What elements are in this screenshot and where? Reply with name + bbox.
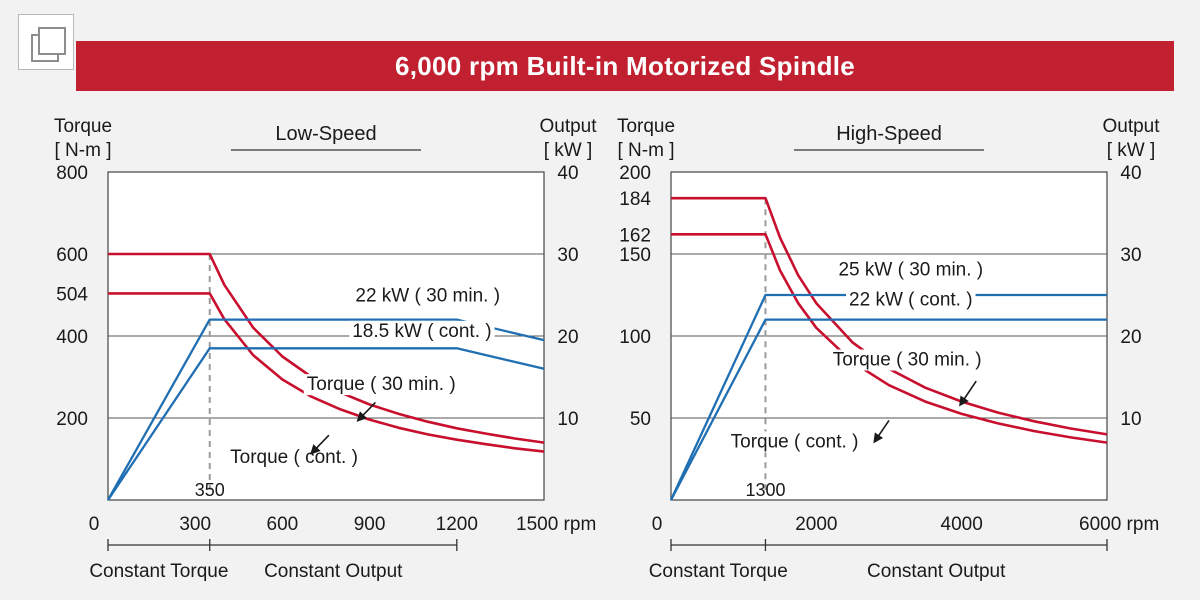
annotation-background bbox=[352, 285, 504, 307]
y-axis-left-unit: [ N-m ] bbox=[618, 140, 675, 161]
y-axis-left-title: Torque bbox=[54, 116, 112, 137]
panel-title: High-Speed bbox=[836, 123, 942, 145]
y-axis-left-unit: [ N-m ] bbox=[55, 140, 112, 161]
y-axis-right-title: Output bbox=[539, 116, 597, 137]
chart-title-banner: 6,000 rpm Built-in Motorized Spindle bbox=[76, 41, 1174, 91]
x-tick: 600 bbox=[267, 514, 299, 535]
y-tick-left: 162 bbox=[619, 225, 651, 246]
series-22-kw-30-min bbox=[106, 318, 545, 501]
y-axis-right-unit: [ kW ] bbox=[544, 140, 593, 161]
annotation-22-kw-cont: 22 kW ( cont. ) bbox=[849, 290, 973, 311]
annotation-torque-cont: Torque ( cont. ) bbox=[230, 447, 358, 468]
annotation-25-kw-30-min: 25 kW ( 30 min. ) bbox=[838, 259, 983, 280]
y-tick-left: 100 bbox=[619, 327, 651, 348]
region-label-constant-torque: Constant Torque bbox=[89, 561, 228, 582]
annotation-background bbox=[303, 374, 459, 396]
series-18-5-kw-cont bbox=[107, 347, 545, 501]
region-label-constant-output: Constant Output bbox=[867, 561, 1006, 582]
y-tick-right: 20 bbox=[557, 327, 578, 348]
annotation-background bbox=[727, 431, 862, 453]
annotation-background bbox=[835, 259, 987, 281]
x-tick: 900 bbox=[354, 514, 386, 535]
series-torque-30-min bbox=[108, 252, 545, 444]
series-25-kw-30-min bbox=[669, 293, 1107, 501]
pointer-arrow bbox=[873, 420, 890, 444]
series-22-kw-cont bbox=[669, 318, 1107, 501]
y-tick-left: 200 bbox=[619, 163, 651, 184]
y-tick-left: 800 bbox=[56, 163, 88, 184]
annotation-background bbox=[846, 289, 976, 311]
pointer-arrow bbox=[959, 380, 977, 407]
x-tick: 0 bbox=[89, 514, 100, 535]
annotation-background bbox=[227, 447, 361, 469]
y-tick-left: 150 bbox=[619, 245, 651, 266]
y-tick-right: 30 bbox=[557, 245, 578, 266]
x-tick: 6000 rpm bbox=[1079, 514, 1159, 535]
annotation-background bbox=[829, 349, 985, 371]
x-tick: 2000 bbox=[795, 514, 837, 535]
chart-title: 6,000 rpm Built-in Motorized Spindle bbox=[394, 50, 856, 81]
y-tick-right: 10 bbox=[1120, 409, 1141, 430]
copy-icon[interactable] bbox=[18, 14, 74, 70]
base-speed-label: 350 bbox=[195, 480, 225, 500]
low-speed-chart: 350 22 kW ( 30 min. ) 18.5 kW ( cont. ) Tor… bbox=[54, 116, 597, 582]
annotation-torque-cont: Torque ( cont. ) bbox=[731, 432, 859, 453]
x-tick: 300 bbox=[179, 514, 211, 535]
x-tick: 1200 bbox=[436, 514, 478, 535]
region-label-constant-output: Constant Output bbox=[264, 561, 403, 582]
y-tick-left: 600 bbox=[56, 245, 88, 266]
y-tick-right: 40 bbox=[1120, 163, 1141, 184]
y-tick-right: 20 bbox=[1120, 327, 1141, 348]
annotation-18-5-kw-cont: 18.5 kW ( cont. ) bbox=[352, 321, 491, 342]
base-speed-label: 1300 bbox=[745, 480, 785, 500]
y-tick-left: 200 bbox=[56, 409, 88, 430]
y-axis-right-title: Output bbox=[1102, 116, 1160, 137]
y-tick-left: 504 bbox=[56, 284, 88, 305]
annotation-torque-30-min: Torque ( 30 min. ) bbox=[833, 350, 982, 371]
x-tick: 0 bbox=[652, 514, 663, 535]
y-tick-right: 40 bbox=[557, 163, 578, 184]
x-tick: 4000 bbox=[941, 514, 983, 535]
panel-title: Low-Speed bbox=[275, 123, 376, 145]
pointer-arrow bbox=[310, 434, 330, 455]
region-label-constant-torque: Constant Torque bbox=[649, 561, 788, 582]
annotation-22-kw-30-min: 22 kW ( 30 min. ) bbox=[355, 286, 500, 307]
high-speed-chart: 1300 25 kW ( 30 min. ) 22 kW ( cont. ) Torq… bbox=[617, 116, 1160, 582]
series-torque-cont bbox=[671, 233, 1108, 444]
y-tick-left: 400 bbox=[56, 327, 88, 348]
x-tick: 1500 rpm bbox=[516, 514, 596, 535]
annotation-torque-30-min: Torque ( 30 min. ) bbox=[307, 374, 456, 395]
series-torque-cont bbox=[108, 292, 545, 453]
y-axis-right-unit: [ kW ] bbox=[1107, 140, 1156, 161]
annotation-background bbox=[349, 320, 495, 342]
pointer-arrow bbox=[356, 401, 376, 422]
y-tick-left: 184 bbox=[619, 189, 651, 210]
y-axis-left-title: Torque bbox=[617, 116, 675, 137]
y-tick-right: 30 bbox=[1120, 245, 1141, 266]
y-tick-left: 50 bbox=[630, 409, 651, 430]
y-tick-right: 10 bbox=[557, 409, 578, 430]
